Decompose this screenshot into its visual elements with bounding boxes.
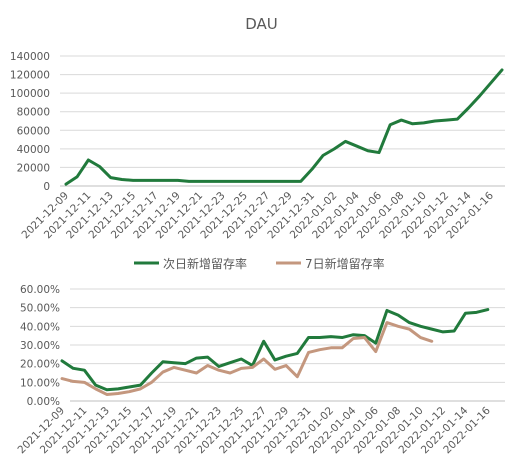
legend-label-next-day: 次日新增留存率 [163, 256, 247, 271]
retention-y-tick-label: 20.00% [20, 359, 60, 371]
dau-x-axis: 2021-12-092021-12-112021-12-132021-12-15… [19, 189, 496, 241]
chart-legend: 次日新增留存率 7日新增留存率 [134, 256, 385, 271]
legend-label-7-day: 7日新增留存率 [305, 256, 385, 271]
retention-y-tick-label: 40.00% [20, 321, 60, 333]
dau-y-tick-label: 0 [43, 181, 50, 193]
dau-series [64, 68, 504, 186]
dau-y-tick-label: 140000 [10, 51, 50, 63]
dau-y-tick-label: 120000 [10, 70, 50, 82]
retention-y-tick-label: 0.00% [27, 396, 60, 408]
retention-gridlines [70, 288, 505, 402]
dau-y-tick-label: 80000 [17, 107, 50, 119]
chart-title: DAU [245, 15, 278, 33]
dau-gridlines [60, 55, 505, 187]
retention-y-tick-label: 50.00% [20, 303, 60, 315]
dau-y-axis: 0 20000 40000 60000 80000 100000 120000 140000 [10, 51, 50, 193]
retention-y-axis: 0.00% 10.00% 20.00% 30.00% 40.00% 50.00% 60.00… [20, 284, 60, 408]
retention-y-tick-label: 60.00% [20, 284, 60, 296]
dau-y-tick-label: 60000 [17, 125, 50, 137]
dau-y-tick-label: 20000 [17, 162, 50, 174]
retention-series [60, 308, 490, 396]
retention-series-line-1 [60, 308, 490, 392]
dau-series-line-1 [64, 68, 504, 186]
dau-y-tick-label: 100000 [10, 88, 50, 100]
retention-y-tick-label: 30.00% [20, 340, 60, 352]
retention-x-axis: 2021-12-092021-12-112021-12-132021-12-15… [15, 404, 493, 456]
retention-series-line-2 [60, 321, 434, 396]
dau-y-tick-label: 40000 [17, 144, 50, 156]
retention-y-tick-label: 10.00% [20, 377, 60, 389]
